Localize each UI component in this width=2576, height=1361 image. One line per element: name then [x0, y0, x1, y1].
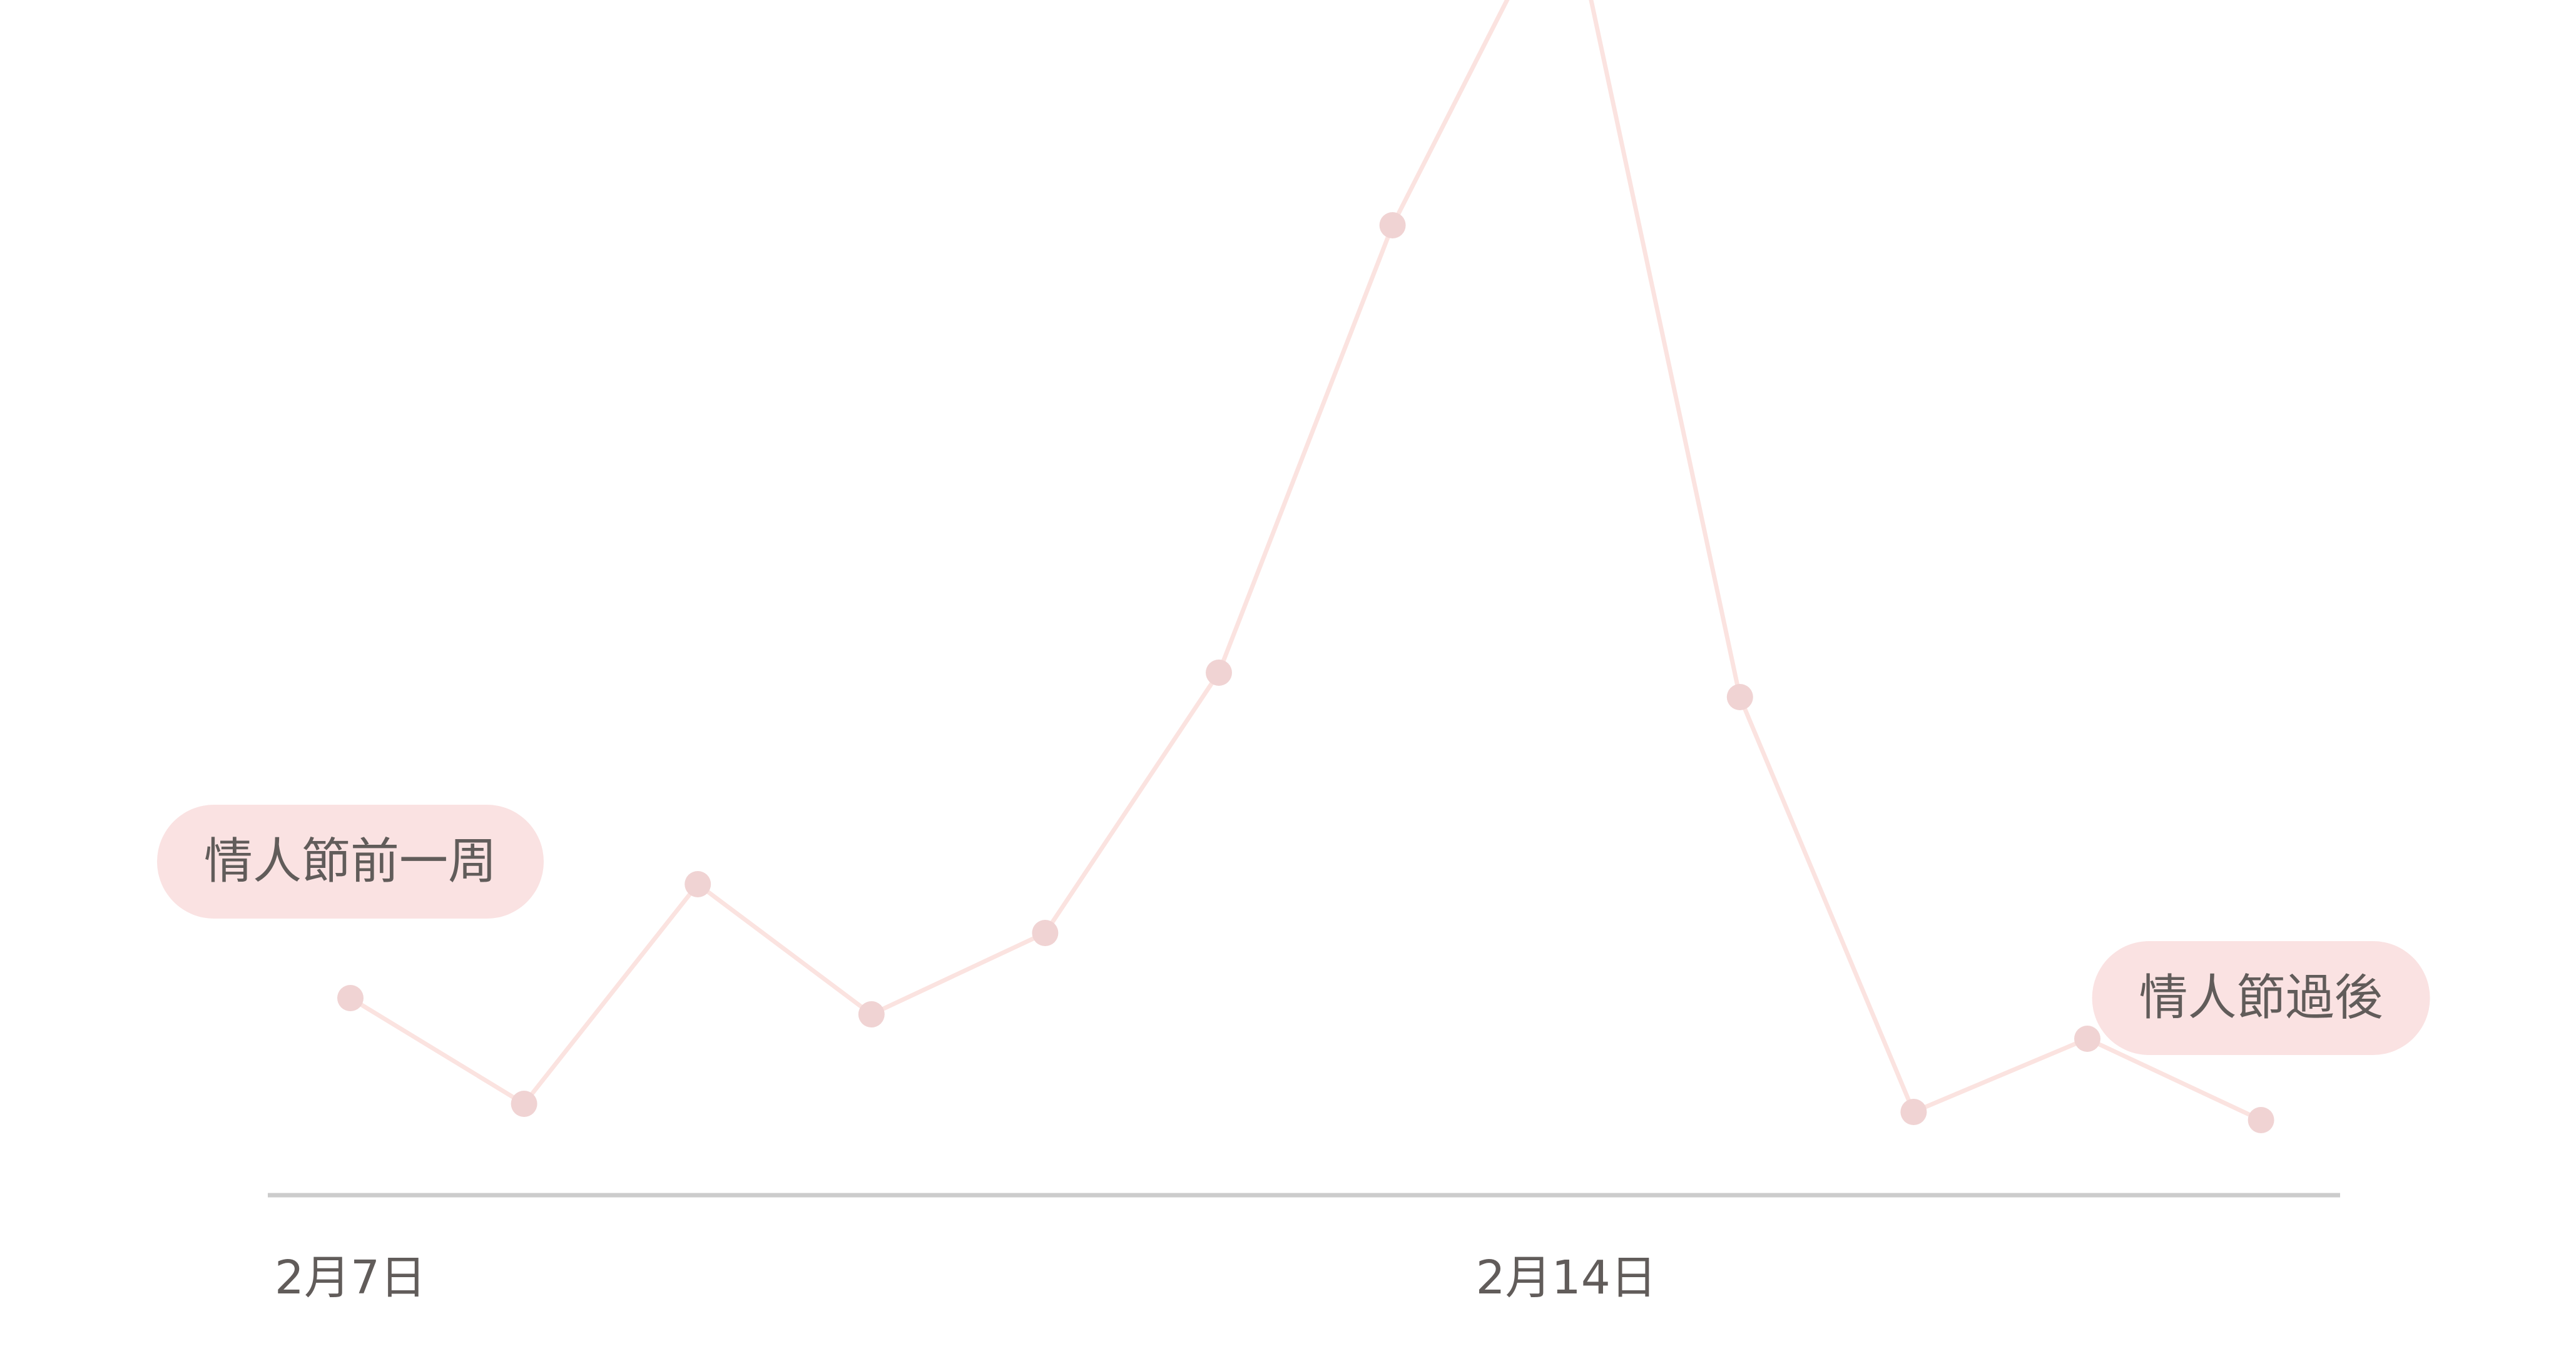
data-point-10 [1900, 1099, 1927, 1125]
data-point-12 [2248, 1107, 2274, 1133]
data-point-4 [858, 1001, 885, 1027]
annotation-3: 情人節過後 [2092, 941, 2430, 1055]
x-tick-label-2: 2月14日 [1476, 1251, 1657, 1305]
data-point-7 [1379, 212, 1406, 238]
data-point-11 [2074, 1026, 2100, 1052]
data-point-3 [685, 871, 711, 897]
data-point-2 [511, 1091, 537, 1117]
annotation-pill [157, 805, 544, 919]
data-point-6 [1206, 660, 1232, 686]
annotation-1: 情人節前一周 [157, 805, 544, 919]
annotation-pill [2092, 941, 2430, 1055]
data-point-5 [1032, 920, 1059, 946]
annotation-layer: 情人節前一周情人節當天情人節過後 [157, 805, 2430, 1055]
data-point-9 [1726, 684, 1753, 710]
annotation-label: 情人節前一周 [204, 833, 497, 890]
x-tick-labels: 2月7日 2月14日 [275, 1251, 1657, 1305]
series-layer [337, 0, 2274, 1133]
series-line [348, 0, 2264, 1123]
x-tick-label-1: 2月7日 [275, 1251, 426, 1305]
data-point-1 [337, 985, 364, 1011]
annotation-label: 情人節過後 [2139, 970, 2383, 1026]
